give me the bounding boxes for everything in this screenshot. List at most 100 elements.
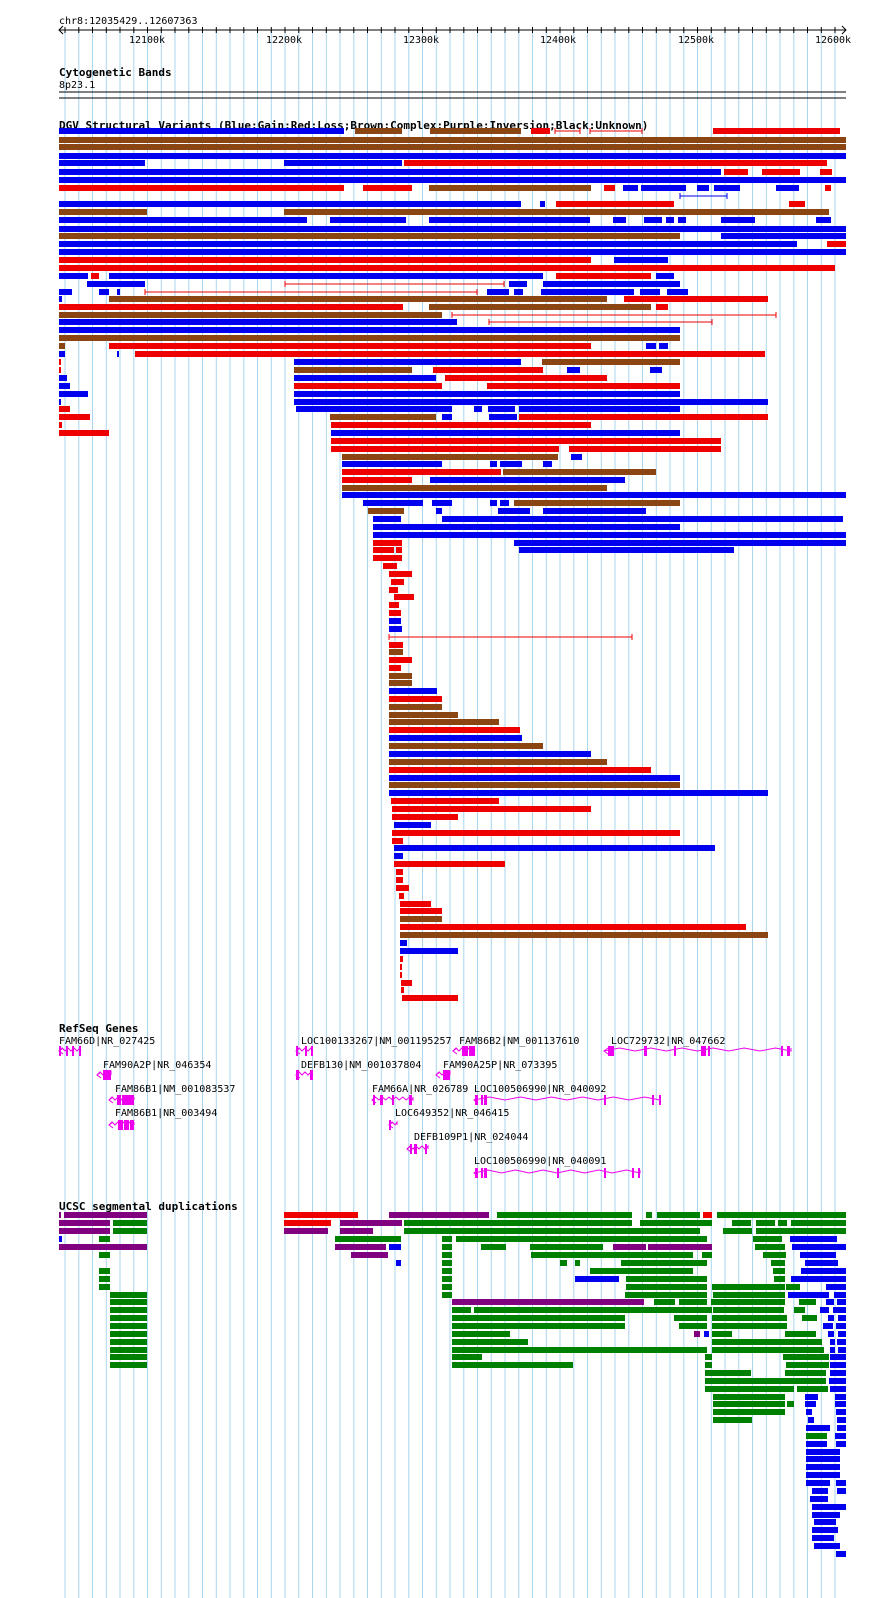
segdup-blue[interactable] [834, 1292, 846, 1298]
segdup-purple[interactable] [351, 1252, 388, 1258]
cytoband-track-title[interactable]: Cytogenetic Bands [59, 66, 172, 79]
dgv-variant-loss[interactable] [363, 185, 412, 191]
segdup-green[interactable] [785, 1347, 824, 1353]
segdup-blue[interactable] [792, 1244, 846, 1250]
dgv-variant-complex[interactable] [342, 454, 558, 460]
dgv-variant-loss[interactable] [713, 128, 840, 134]
segdup-blue[interactable] [812, 1527, 838, 1533]
dgv-variant-loss[interactable] [389, 657, 412, 663]
dgv-variant-gain[interactable] [363, 500, 423, 506]
segdup-green[interactable] [110, 1331, 147, 1337]
refseq-track-title[interactable]: RefSeq Genes [59, 1022, 138, 1035]
dgv-variant-loss[interactable] [59, 304, 403, 310]
segdup-green[interactable] [712, 1347, 787, 1353]
segdup-green[interactable] [712, 1323, 787, 1329]
dgv-variant-loss[interactable] [396, 869, 403, 875]
dgv-variant-gain[interactable] [342, 461, 442, 467]
dgv-variant-loss[interactable] [331, 446, 559, 452]
gene-model[interactable] [295, 1070, 314, 1080]
gene-label[interactable]: LOC649352|NR_046415 [395, 1108, 509, 1119]
dgv-variant-complex[interactable] [400, 932, 768, 938]
dgv-variant-complex[interactable] [355, 128, 402, 134]
dgv-variant-loss[interactable] [392, 830, 680, 836]
dgv-variant-loss[interactable] [604, 185, 615, 191]
segdup-blue[interactable] [826, 1284, 846, 1290]
dgv-variant-gain[interactable] [430, 477, 625, 483]
segdup-green[interactable] [110, 1347, 147, 1353]
dgv-variant-loss[interactable] [487, 383, 680, 389]
segdup-green[interactable] [712, 1331, 732, 1337]
segdup-blue[interactable] [59, 1236, 62, 1242]
gene-label[interactable]: DEFB109P1|NR_024044 [414, 1132, 528, 1143]
segdup-blue[interactable] [801, 1268, 846, 1274]
segdup-blue[interactable] [823, 1323, 833, 1329]
segdup-green[interactable] [442, 1236, 452, 1242]
segdup-green[interactable] [712, 1370, 751, 1376]
dgv-variant-loss[interactable] [373, 547, 394, 553]
dgv-variant-gain[interactable] [442, 516, 843, 522]
segdup-green[interactable] [705, 1386, 712, 1392]
dgv-variant-complex[interactable] [389, 759, 607, 765]
segdup-green[interactable] [797, 1386, 828, 1392]
segdup-blue[interactable] [838, 1331, 846, 1337]
segdup-green[interactable] [756, 1228, 846, 1234]
dgv-variant-loss[interactable] [59, 359, 61, 365]
gene-model[interactable] [96, 1070, 112, 1080]
dgv-variant-complex[interactable] [59, 137, 846, 143]
gene-model[interactable] [452, 1046, 476, 1056]
dgv-variant-gain[interactable] [646, 343, 656, 349]
segdup-blue[interactable] [704, 1331, 709, 1337]
dgv-variant-gain[interactable] [543, 508, 646, 514]
segdup-green[interactable] [110, 1292, 147, 1298]
dgv-variant-gain[interactable] [721, 217, 755, 223]
dgv-variant-loss[interactable] [399, 893, 404, 899]
segdup-blue[interactable] [812, 1535, 834, 1541]
segdup-red[interactable] [284, 1212, 358, 1218]
dgv-variant-loss[interactable] [373, 555, 402, 561]
segdup-green[interactable] [674, 1315, 707, 1321]
dgv-variant-gain[interactable] [109, 273, 543, 279]
segdup-purple[interactable] [59, 1212, 61, 1218]
gene-label[interactable]: FAM90A25P|NR_073395 [443, 1060, 557, 1071]
dgv-variant-gain[interactable] [59, 249, 846, 255]
dgv-variant-gain[interactable] [59, 289, 72, 295]
dgv-variant-loss[interactable] [389, 696, 442, 702]
dgv-variant-gain[interactable] [330, 217, 406, 223]
gene-label[interactable]: LOC100506990|NR_040092 [474, 1084, 606, 1095]
dgv-variant-gain[interactable] [514, 289, 523, 295]
segdup-purple[interactable] [284, 1228, 328, 1234]
dgv-variant-complex[interactable] [389, 649, 403, 655]
dgv-variant-complex[interactable] [389, 680, 412, 686]
dgv-variant-gain[interactable] [571, 454, 582, 460]
segdup-green[interactable] [794, 1307, 805, 1313]
dgv-variant-loss[interactable] [400, 924, 746, 930]
dgv-variant-gain[interactable] [543, 461, 552, 467]
segdup-green[interactable] [783, 1354, 829, 1360]
dgv-variant-complex[interactable] [542, 359, 680, 365]
segdup-blue[interactable] [835, 1394, 846, 1400]
dgv-variant-gain[interactable] [540, 201, 545, 207]
dgv-variant-loss[interactable] [389, 602, 399, 608]
segdup-blue[interactable] [808, 1417, 814, 1423]
dgv-variant-gain[interactable] [59, 160, 145, 166]
dgv-variant-loss[interactable] [59, 367, 61, 373]
dgv-variant-loss[interactable] [624, 296, 768, 302]
segdup-green[interactable] [99, 1276, 110, 1282]
dgv-variant-gain[interactable] [432, 500, 452, 506]
dgv-variant-loss[interactable] [820, 169, 832, 175]
segdup-blue[interactable] [389, 1244, 401, 1250]
segdup-blue[interactable] [830, 1362, 846, 1368]
gene-model[interactable] [435, 1070, 451, 1080]
dgv-variant-gain[interactable] [389, 618, 401, 624]
segdup-green[interactable] [713, 1307, 784, 1313]
dgv-variant-gain[interactable] [389, 626, 402, 632]
segdup-green[interactable] [713, 1401, 785, 1407]
segdup-green[interactable] [452, 1354, 482, 1360]
segdup-blue[interactable] [806, 1425, 830, 1431]
dgv-variant-loss[interactable] [400, 972, 402, 978]
dgv-variant-gain[interactable] [623, 185, 638, 191]
dgv-variant-loss[interactable] [342, 477, 412, 483]
segdup-green[interactable] [783, 1339, 822, 1345]
dgv-variant-loss[interactable] [91, 273, 99, 279]
segdup-blue[interactable] [828, 1315, 834, 1321]
